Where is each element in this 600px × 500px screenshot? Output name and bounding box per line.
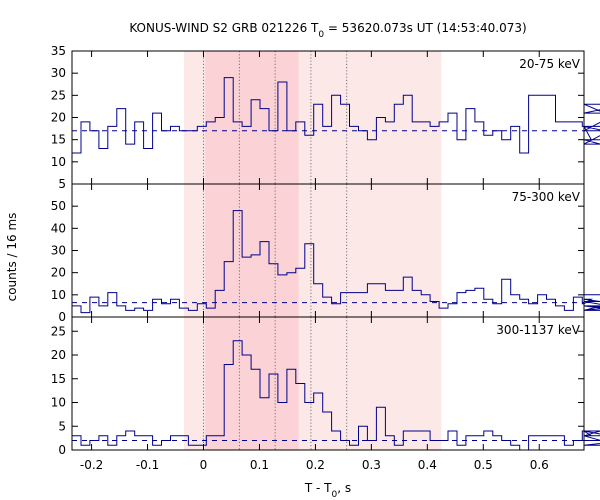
y-tick-label: 10	[51, 396, 66, 410]
x-tick-label: 0.4	[418, 458, 437, 472]
histogram-2	[72, 210, 600, 314]
y-tick-label: 15	[51, 372, 66, 386]
x-tick-labels: -0.2 -0.1 0 0.1 0.2 0.3 0.4 0.5 0.6	[80, 458, 549, 472]
shaded-region-2	[205, 184, 299, 317]
panel-2: 0 10 20 30 40 50 75-300 keV	[51, 183, 600, 324]
y-tick-label: 40	[51, 221, 66, 235]
y-tick-label: 10	[51, 288, 66, 302]
y-tick-label: 5	[58, 419, 66, 433]
y-tick-label: 35	[51, 44, 66, 58]
x-tick-label: -0.1	[136, 458, 159, 472]
y-tick-label: 50	[51, 199, 66, 213]
y-tick-label: 5	[58, 177, 66, 191]
x-tick-label: 0.3	[362, 458, 381, 472]
y-tick-label: 20	[51, 111, 66, 125]
chart-title: KONUS-WIND S2 GRB 021226 T0 = 53620.073s…	[129, 21, 526, 40]
panel-1: 10 15 20 25 30 35 5 20-75 keV	[51, 44, 600, 191]
x-tick-label: 0	[200, 458, 208, 472]
x-tick-label: 0.6	[530, 458, 549, 472]
x-tick-label: 0.5	[474, 458, 493, 472]
energy-band-label: 20-75 keV	[519, 57, 581, 71]
energy-band-label: 75-300 keV	[512, 190, 581, 204]
histogram-3	[72, 340, 600, 451]
y-tick-label: 25	[51, 88, 66, 102]
x-tick-label: -0.2	[80, 458, 103, 472]
y-tick-label: 25	[51, 324, 66, 338]
x-axis-label: T - T0, s	[304, 481, 351, 500]
x-tick-label: 0.1	[250, 458, 269, 472]
y-tick-label: 0	[58, 310, 66, 324]
y-tick-label: 10	[51, 155, 66, 169]
y-tick-label: 0	[58, 443, 66, 457]
y-tick-label: 30	[51, 244, 66, 258]
shaded-region-2	[205, 317, 299, 450]
panel-3: 0 5 10 15 20 25 300-1137 keV	[51, 316, 600, 457]
y-tick-label: 20	[51, 348, 66, 362]
panel-frame-3	[71, 316, 585, 451]
energy-band-label: 300-1137 keV	[496, 323, 580, 337]
y-tick-label: 30	[51, 66, 66, 80]
y-tick-label: 15	[51, 133, 66, 147]
y-tick-label: 20	[51, 266, 66, 280]
y-axis-label: counts / 16 ms	[5, 213, 19, 302]
x-tick-label: 0.2	[306, 458, 325, 472]
